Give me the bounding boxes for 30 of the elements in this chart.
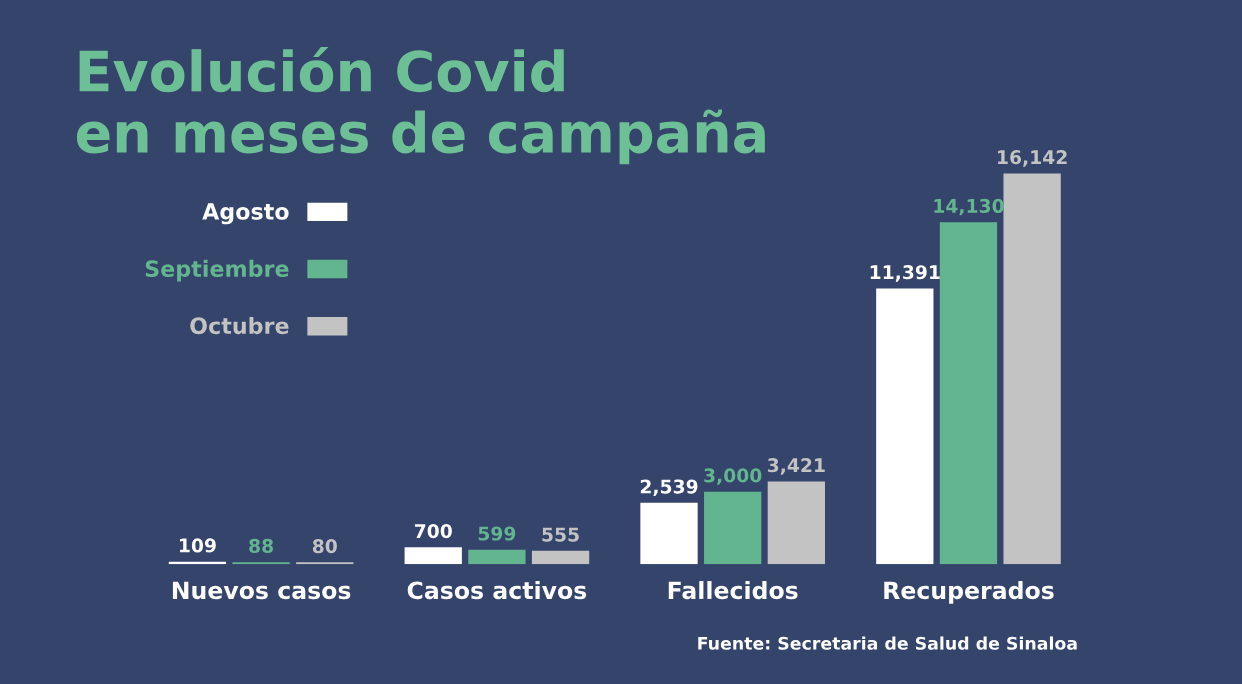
source-note: Fuente: Secretaria de Salud de Sinaloa <box>698 636 1077 650</box>
legend-label: Septiembre <box>145 259 289 282</box>
bar <box>1003 173 1061 565</box>
bar <box>767 481 825 565</box>
bar <box>531 550 590 565</box>
bar <box>876 288 934 565</box>
bar <box>468 549 526 565</box>
bar <box>232 562 290 565</box>
data-label: 2,539 <box>640 479 698 497</box>
data-label: 16,142 <box>998 150 1067 167</box>
x-tick-label: Nuevos casos <box>172 581 351 600</box>
data-label: 88 <box>249 538 273 553</box>
data-label: 11,391 <box>870 265 940 282</box>
bar <box>404 547 462 565</box>
legend-label: Agosto <box>202 203 289 225</box>
legend-label: Octubre <box>190 316 289 335</box>
bar <box>939 222 998 565</box>
data-label: 599 <box>478 526 516 541</box>
x-tick-label: Recuperados <box>884 580 1054 604</box>
data-label: 109 <box>179 538 216 553</box>
x-tick-label: Casos activos <box>407 580 587 600</box>
bar <box>640 502 698 565</box>
data-label: 3,421 <box>767 458 825 475</box>
data-label: 700 <box>414 523 452 539</box>
bar <box>704 491 762 565</box>
x-tick-label: Fallecidos <box>668 580 798 600</box>
data-label: 3,000 <box>704 468 762 485</box>
data-label: 555 <box>542 527 579 542</box>
chart-title: Evolución Covid en meses de campaña <box>76 46 765 165</box>
data-label: 80 <box>312 538 337 554</box>
